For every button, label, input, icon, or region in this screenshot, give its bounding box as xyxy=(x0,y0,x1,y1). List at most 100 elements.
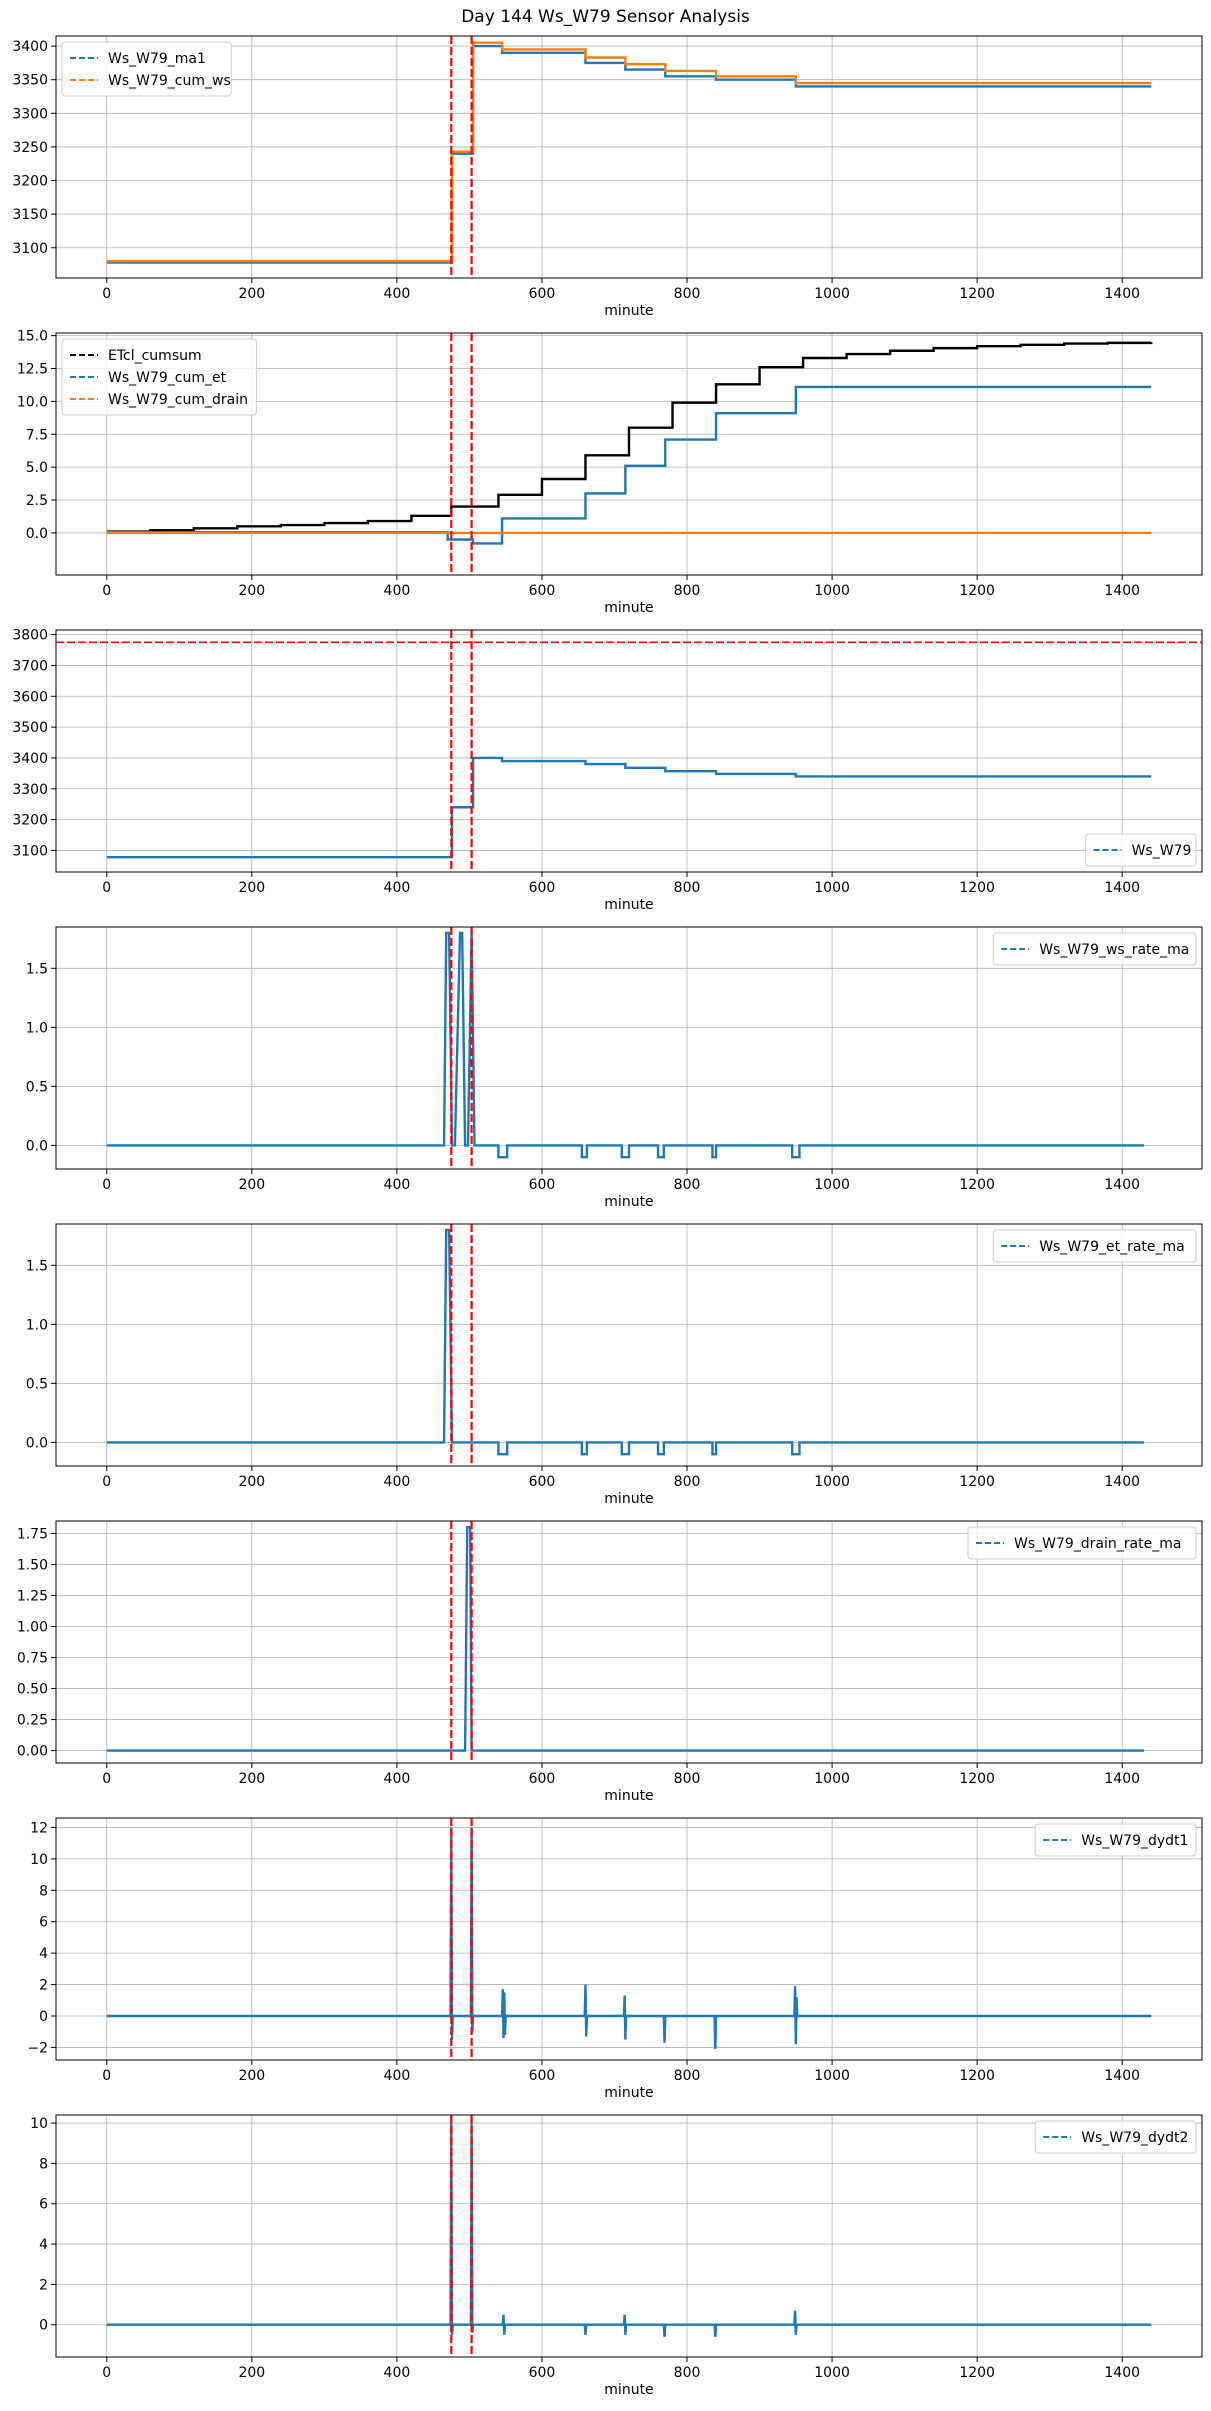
x-tick-label: 800 xyxy=(674,1177,701,1193)
y-tick-label: 0.50 xyxy=(17,1682,48,1698)
y-tick-label: 3400 xyxy=(12,751,48,767)
legend-label: Ws_W79_ma1 xyxy=(108,51,206,67)
x-tick-label: 1400 xyxy=(1104,1771,1140,1787)
plot-area xyxy=(106,333,1153,575)
x-tick-label: 600 xyxy=(529,2068,556,2084)
x-tick-label: 1400 xyxy=(1104,2068,1140,2084)
x-tick-label: 1200 xyxy=(959,286,995,302)
legend-label: Ws_W79_dydt2 xyxy=(1081,2130,1188,2146)
plot-area xyxy=(56,630,1202,872)
y-tick-label: 3200 xyxy=(12,174,48,190)
x-tick-label: 200 xyxy=(238,286,265,302)
x-tick-label: 800 xyxy=(674,2365,701,2381)
y-tick-label: −2 xyxy=(27,2040,48,2056)
legend: Ws_W79_dydt1 xyxy=(1034,1823,1197,1857)
x-tick-label: 0 xyxy=(102,286,111,302)
subplot-stack: 0 200 400 600 800 1000 1200 1400310031503200325… xyxy=(12,35,1203,2398)
x-tick-label: 400 xyxy=(384,583,411,599)
y-tick-label: 1.5 xyxy=(26,1258,48,1274)
subplot-1: 0 200 400 600 800 1000 1200 1400 3100 3150 3200 325… xyxy=(12,35,1203,319)
y-tick-label: 10.0 xyxy=(17,394,48,410)
y-tick-label: 3300 xyxy=(12,782,48,798)
x-tick-label: 200 xyxy=(238,2068,265,2084)
x-tick-label: 400 xyxy=(384,2365,411,2381)
y-tick-label: 3200 xyxy=(12,813,48,829)
subplot-4: 0 200 400 600 800 1000 1200 1400 0.0 0.5 1.0 1.5 min… xyxy=(26,926,1203,1210)
y-tick-label: 5.0 xyxy=(26,460,48,476)
x-tick-label: 1000 xyxy=(814,2365,850,2381)
y-tick-label: 2 xyxy=(39,2277,48,2293)
y-tick-label: 15.0 xyxy=(17,329,48,345)
x-tick-label: 1400 xyxy=(1104,2365,1140,2381)
y-tick-label: 1.00 xyxy=(17,1619,48,1635)
legend: Ws_W79_dydt2 xyxy=(1034,2120,1197,2154)
y-tick-label: 3600 xyxy=(12,689,48,705)
y-tick-label: 12.5 xyxy=(17,362,48,378)
y-tick-label: 12 xyxy=(30,1820,48,1836)
legend-label: Ws_W79_cum_et xyxy=(108,370,227,386)
x-axis-label: minute xyxy=(604,1194,653,1210)
x-tick-label: 0 xyxy=(102,583,111,599)
legend-box xyxy=(1034,1823,1197,1857)
x-tick-label: 1400 xyxy=(1104,1474,1140,1490)
y-tick-label: 3100 xyxy=(12,241,48,257)
axes-frame xyxy=(55,1817,1203,2061)
axes-frame xyxy=(55,1520,1203,1764)
legend: ETcl_cumsum Ws_W79_cum_et Ws_W79_cum_drain xyxy=(61,338,257,416)
y-tick-label: 0.00 xyxy=(17,1744,48,1760)
y-tick-label: 3250 xyxy=(12,140,48,156)
y-tick-label: 3300 xyxy=(12,106,48,122)
x-tick-label: 200 xyxy=(238,1474,265,1490)
subplot-7: 0 200 400 600 800 1000 1200 1400 −2 0 2 4 6 8 10 12 minu… xyxy=(27,1817,1203,2101)
series-line xyxy=(106,1228,1144,1456)
x-tick-label: 0 xyxy=(102,2068,111,2084)
y-tick-label: 0.0 xyxy=(26,526,48,542)
legend-box xyxy=(992,932,1197,966)
y-tick-label: 3350 xyxy=(12,73,48,89)
y-tick-label: 10 xyxy=(30,2116,48,2132)
y-tick-label: 0.75 xyxy=(17,1651,48,1667)
y-tick-label: 1.25 xyxy=(17,1588,48,1604)
x-axis-label: minute xyxy=(604,2382,653,2398)
legend-label: ETcl_cumsum xyxy=(108,348,202,364)
y-tick-label: 2 xyxy=(39,1978,48,1994)
y-tick-label: 0.25 xyxy=(17,1713,48,1729)
axes-frame xyxy=(55,926,1203,1170)
plot-area xyxy=(106,927,1144,1169)
x-tick-label: 1000 xyxy=(814,583,850,599)
legend: Ws_W79_ma1 Ws_W79_cum_ws xyxy=(61,41,232,97)
axes-frame xyxy=(55,332,1203,576)
plot-area xyxy=(106,36,1152,278)
x-tick-label: 1000 xyxy=(814,1474,850,1490)
x-tick-label: 0 xyxy=(102,1474,111,1490)
x-tick-label: 400 xyxy=(384,1474,411,1490)
y-tick-label: 1.5 xyxy=(26,961,48,977)
x-tick-label: 600 xyxy=(529,880,556,896)
x-tick-label: 600 xyxy=(529,583,556,599)
x-tick-label: 800 xyxy=(674,286,701,302)
x-tick-label: 400 xyxy=(384,2068,411,2084)
subplot-5: 0 200 400 600 800 1000 1200 1400 0.0 0.5 1.0 1.5 min… xyxy=(26,1223,1203,1507)
subplot-3: 0 200 400 600 800 1000 1200 1400 3100 3200 3300 340… xyxy=(12,628,1203,913)
series-line xyxy=(106,385,1152,545)
x-tick-label: 1400 xyxy=(1104,286,1140,302)
x-tick-label: 1000 xyxy=(814,1771,850,1787)
legend-box xyxy=(992,1229,1197,1263)
grid xyxy=(56,630,1202,872)
legend-label: Ws_W79_ws_rate_ma xyxy=(1039,942,1189,958)
x-axis-label: minute xyxy=(604,303,653,319)
legend-box xyxy=(967,1526,1197,1560)
x-tick-label: 200 xyxy=(238,583,265,599)
x-tick-label: 800 xyxy=(674,1474,701,1490)
legend-label: Ws_W79 xyxy=(1132,843,1192,859)
x-tick-label: 200 xyxy=(238,880,265,896)
legend: Ws_W79_et_rate_ma xyxy=(992,1229,1197,1263)
legend-label: Ws_W79_et_rate_ma xyxy=(1039,1239,1185,1255)
x-tick-label: 1200 xyxy=(959,1177,995,1193)
x-tick-label: 600 xyxy=(529,286,556,302)
figure-title: Day 144 Ws_W79 Sensor Analysis xyxy=(461,7,750,27)
x-tick-label: 1200 xyxy=(959,1474,995,1490)
subplot-6: 0 200 400 600 800 1000 1200 1400 0.00 0.25 0.50 0.7… xyxy=(17,1520,1203,1804)
x-tick-label: 1400 xyxy=(1104,880,1140,896)
subplot-8: 0 200 400 600 800 1000 1200 1400 0 2 4 6 8 10 minute Ws… xyxy=(30,2114,1203,2398)
